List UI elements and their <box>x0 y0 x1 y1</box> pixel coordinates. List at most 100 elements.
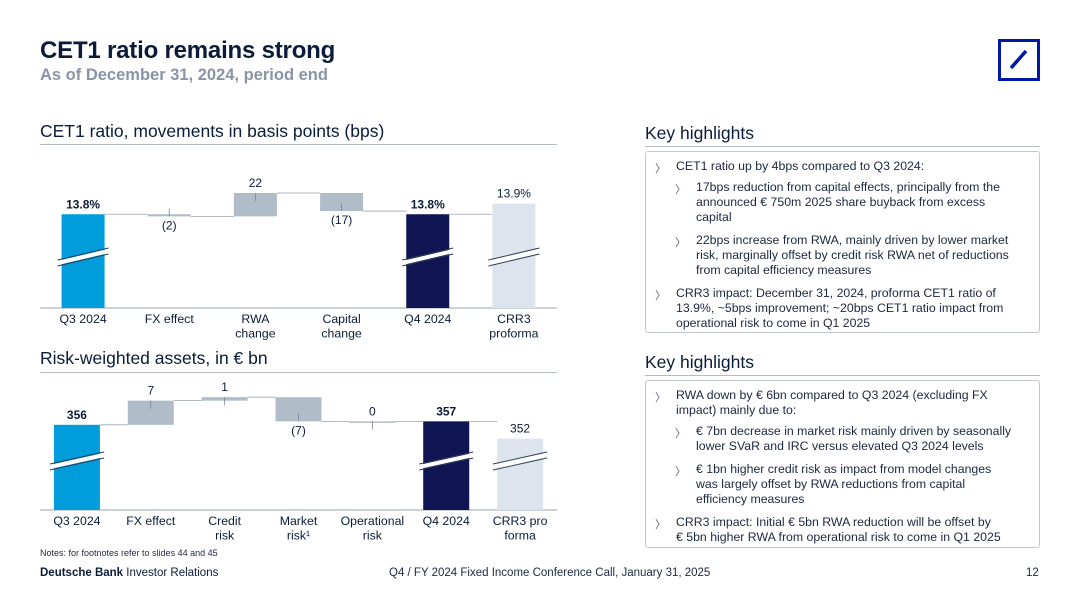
rwa-value-label: (7) <box>291 423 306 437</box>
bullet-chevron-icon: 〉 <box>655 163 666 175</box>
rwa-highlight-line: € 1bn higher credit risk as impact from … <box>696 462 992 476</box>
cet1-category-label: Q3 2024 <box>59 312 106 326</box>
rwa-category-label: Q3 2024 <box>53 514 100 528</box>
cet1-break-line <box>402 247 454 261</box>
footer-event: Q4 / FY 2024 Fixed Income Conference Cal… <box>389 567 711 579</box>
cet1-value-label: 13.8% <box>66 197 100 211</box>
cet1-value-label: (17) <box>331 213 352 227</box>
rwa-break-line <box>492 451 548 465</box>
rwa-bar <box>497 438 544 510</box>
cet1-category-label: change <box>235 327 276 341</box>
highlights-bottom-rule <box>645 375 1040 376</box>
rwa-highlight-item: RWA down by € 6bn compared to Q3 2024 (e… <box>676 388 988 418</box>
cet1-category-label: proforma <box>489 327 538 341</box>
rwa-category-label: forma <box>504 529 536 543</box>
cet1-break-line <box>402 253 454 267</box>
cet1-value-label: 13.9% <box>497 187 531 201</box>
rwa-highlight-line: RWA down by € 6bn compared to Q3 2024 (e… <box>676 388 988 402</box>
rwa-break-gap <box>49 453 105 469</box>
rwa-highlight-line: was largely offset by RWA reductions fro… <box>696 477 966 491</box>
rwa-category-label: Operational <box>341 514 405 528</box>
cet1-break-line <box>57 253 109 267</box>
cet1-category-label: Capital <box>322 312 360 326</box>
rwa-value-label: 357 <box>436 404 456 418</box>
cet1-highlight-item: CRR3 impact: December 31, 2024, proforma… <box>676 286 1003 331</box>
rwa-section-rule <box>40 372 557 373</box>
rwa-category-label: risk <box>363 529 383 543</box>
cet1-bar <box>320 193 364 212</box>
cet1-category-label: FX effect <box>145 312 195 326</box>
highlights-top-rule <box>645 146 1040 147</box>
rwa-highlight-line: efficiency measures <box>696 492 805 506</box>
bullet-chevron-icon: 〉 <box>675 428 686 440</box>
cet1-highlight-item: CET1 ratio up by 4bps compared to Q3 202… <box>676 159 924 174</box>
cet1-highlight-line: CET1 ratio up by 4bps compared to Q3 202… <box>676 159 925 173</box>
rwa-highlight-line: € 5bn higher RWA from operational risk t… <box>676 530 1001 544</box>
rwa-category-label: FX effect <box>126 514 176 528</box>
cet1-waterfall-chart: 13.8%Q3 2024(2)FX effect22RWAchange(17)C… <box>40 176 557 341</box>
footnote: Notes: for footnotes refer to slides 44 … <box>40 548 218 558</box>
rwa-category-label: Credit <box>208 514 241 528</box>
rwa-break-line <box>419 451 474 465</box>
bullet-chevron-icon: 〉 <box>675 237 686 249</box>
cet1-break-line <box>57 247 109 261</box>
rwa-break-line <box>492 457 548 471</box>
cet1-value-label: 13.8% <box>411 197 445 211</box>
cet1-section-title: CET1 ratio, movements in basis points (b… <box>40 121 385 141</box>
cet1-highlight-item: 17bps reduction from capital effects, pr… <box>696 180 1000 225</box>
cet1-highlight-line: 22bps increase from RWA, mainly driven b… <box>696 233 1009 247</box>
cet1-highlight-line: capital <box>696 210 732 224</box>
rwa-category-label: risk¹ <box>287 529 310 543</box>
rwa-break-gap <box>492 453 548 469</box>
cet1-break-gap <box>487 249 540 265</box>
cet1-break-line <box>488 253 540 267</box>
page-subtitle: As of December 31, 2024, period end <box>40 66 328 84</box>
cet1-break-gap <box>57 249 110 265</box>
cet1-highlight-line: announced € 750m 2025 share buyback from… <box>696 195 986 209</box>
rwa-highlight-item: € 7bn decrease in market risk mainly dri… <box>696 424 1011 454</box>
cet1-category-label: RWA <box>241 312 270 326</box>
rwa-highlight-line: lower SVaR and IRC versus elevated Q3 20… <box>696 439 984 453</box>
cet1-category-label: change <box>321 327 362 341</box>
rwa-category-label: CRR3 pro <box>493 514 548 528</box>
footer-brand-rest: Investor Relations <box>123 567 219 579</box>
rwa-highlight-line: CRR3 impact: Initial € 5bn RWA reduction… <box>676 515 991 529</box>
bullet-chevron-icon: 〉 <box>655 392 666 404</box>
cet1-highlight-line: from capital efficiency measures <box>696 263 872 277</box>
rwa-value-label: 1 <box>221 380 228 394</box>
cet1-value-label: 22 <box>249 176 263 190</box>
rwa-highlight-item: CRR3 impact: Initial € 5bn RWA reduction… <box>676 515 1001 545</box>
cet1-highlight-line: 13.9%, ~5bps improvement; ~20bps CET1 ra… <box>676 301 1004 315</box>
cet1-highlight-line: operational risk to come in Q1 2025 <box>676 316 871 330</box>
cet1-break-gap <box>401 249 454 265</box>
cet1-value-label: (2) <box>162 218 177 232</box>
cet1-category-label: Q4 2024 <box>404 312 451 326</box>
rwa-highlight-line: impact) mainly due to: <box>676 403 797 417</box>
cet1-highlight-line: risk, marginally offset by credit risk R… <box>696 248 1009 262</box>
rwa-category-label: Q4 2024 <box>423 514 470 528</box>
footer-brand-bold: Deutsche Bank <box>40 567 124 579</box>
rwa-category-label: risk <box>215 529 235 543</box>
cet1-bar <box>233 193 277 217</box>
rwa-value-label: 7 <box>147 384 154 398</box>
rwa-highlight-line: € 7bn decrease in market risk mainly dri… <box>696 424 1012 438</box>
highlights-bottom-box: 〉 RWA down by € 6bn compared to Q3 2024 (… <box>645 380 1040 548</box>
rwa-break-line <box>419 457 474 471</box>
deutsche-bank-logo <box>998 39 1040 81</box>
footer-brand: Deutsche Bank Investor Relations <box>40 567 218 579</box>
rwa-highlight-item: € 1bn higher credit risk as impact from … <box>696 462 991 507</box>
rwa-break-line <box>49 451 105 465</box>
logo-slash-icon <box>1009 49 1028 70</box>
rwa-section-title: Risk-weighted assets, in € bn <box>40 348 268 368</box>
bullet-chevron-icon: 〉 <box>675 184 686 196</box>
bullet-chevron-icon: 〉 <box>655 290 666 302</box>
cet1-highlight-line: 17bps reduction from capital effects, pr… <box>696 180 1000 194</box>
cet1-section-rule <box>40 144 557 145</box>
highlights-top-title: Key highlights <box>645 123 754 143</box>
rwa-value-label: 356 <box>67 408 87 422</box>
page-title: CET1 ratio remains strong <box>40 37 336 64</box>
highlights-top-box: 〉 CET1 ratio up by 4bps compared to Q3 20… <box>645 151 1040 333</box>
cet1-break-line <box>488 247 540 261</box>
rwa-value-label: 0 <box>369 404 376 418</box>
